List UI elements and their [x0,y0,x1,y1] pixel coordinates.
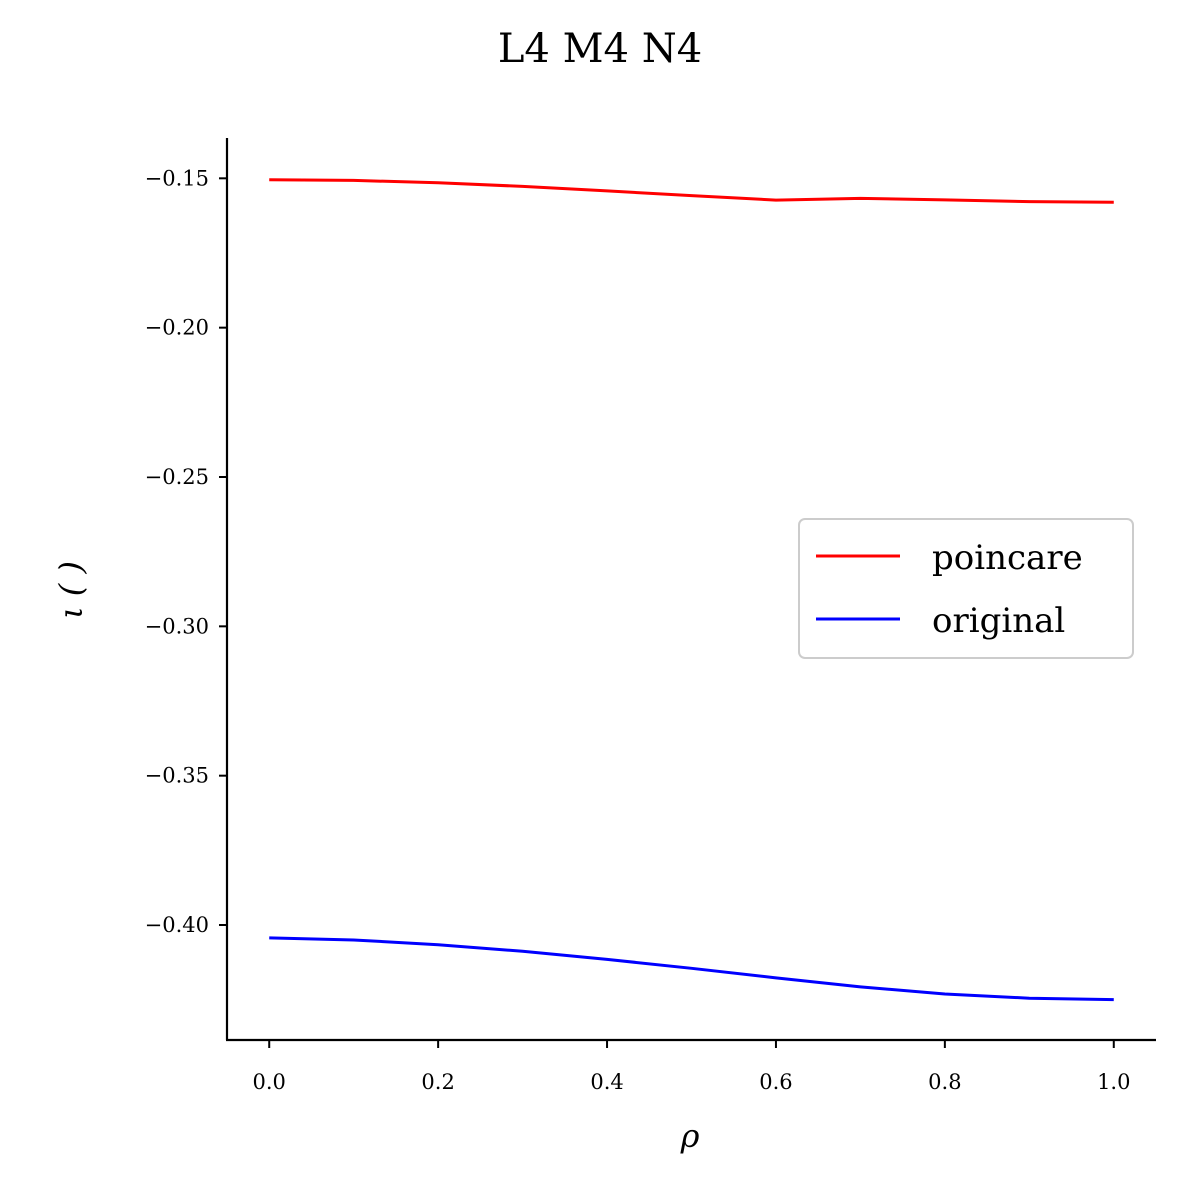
x-tick-label: 0.8 [928,1070,961,1094]
legend-label-poincare: poincare [932,538,1083,578]
y-tick-label: −0.35 [145,764,209,788]
legend: poincare original [798,518,1134,659]
y-tick-label: −0.25 [145,465,209,489]
x-tick-label: 0.0 [253,1070,286,1094]
series-line-poincare [269,178,1114,204]
y-tick-label: −0.30 [145,614,209,638]
y-tick-label: −0.15 [145,166,209,190]
y-axis-ticks: −0.15 −0.20 −0.25 −0.30 −0.35 −0.40 [145,166,227,937]
legend-box [798,518,1134,659]
x-axis-ticks: 0.0 0.2 0.4 0.6 0.8 1.0 [253,1040,1130,1094]
x-tick-label: 1.0 [1097,1070,1130,1094]
chart-title: L4 M4 N4 [498,26,702,72]
x-axis-label: ρ [680,1117,700,1155]
y-tick-label: −0.20 [145,316,209,340]
legend-label-original: original [932,601,1065,641]
x-tick-label: 0.2 [421,1070,454,1094]
series-layer [269,178,1114,1002]
y-axis-label: ι ( ) [52,561,90,619]
series-line-original [269,936,1114,1002]
x-tick-label: 0.4 [590,1070,623,1094]
y-tick-label: −0.40 [145,913,209,937]
x-tick-label: 0.6 [759,1070,792,1094]
